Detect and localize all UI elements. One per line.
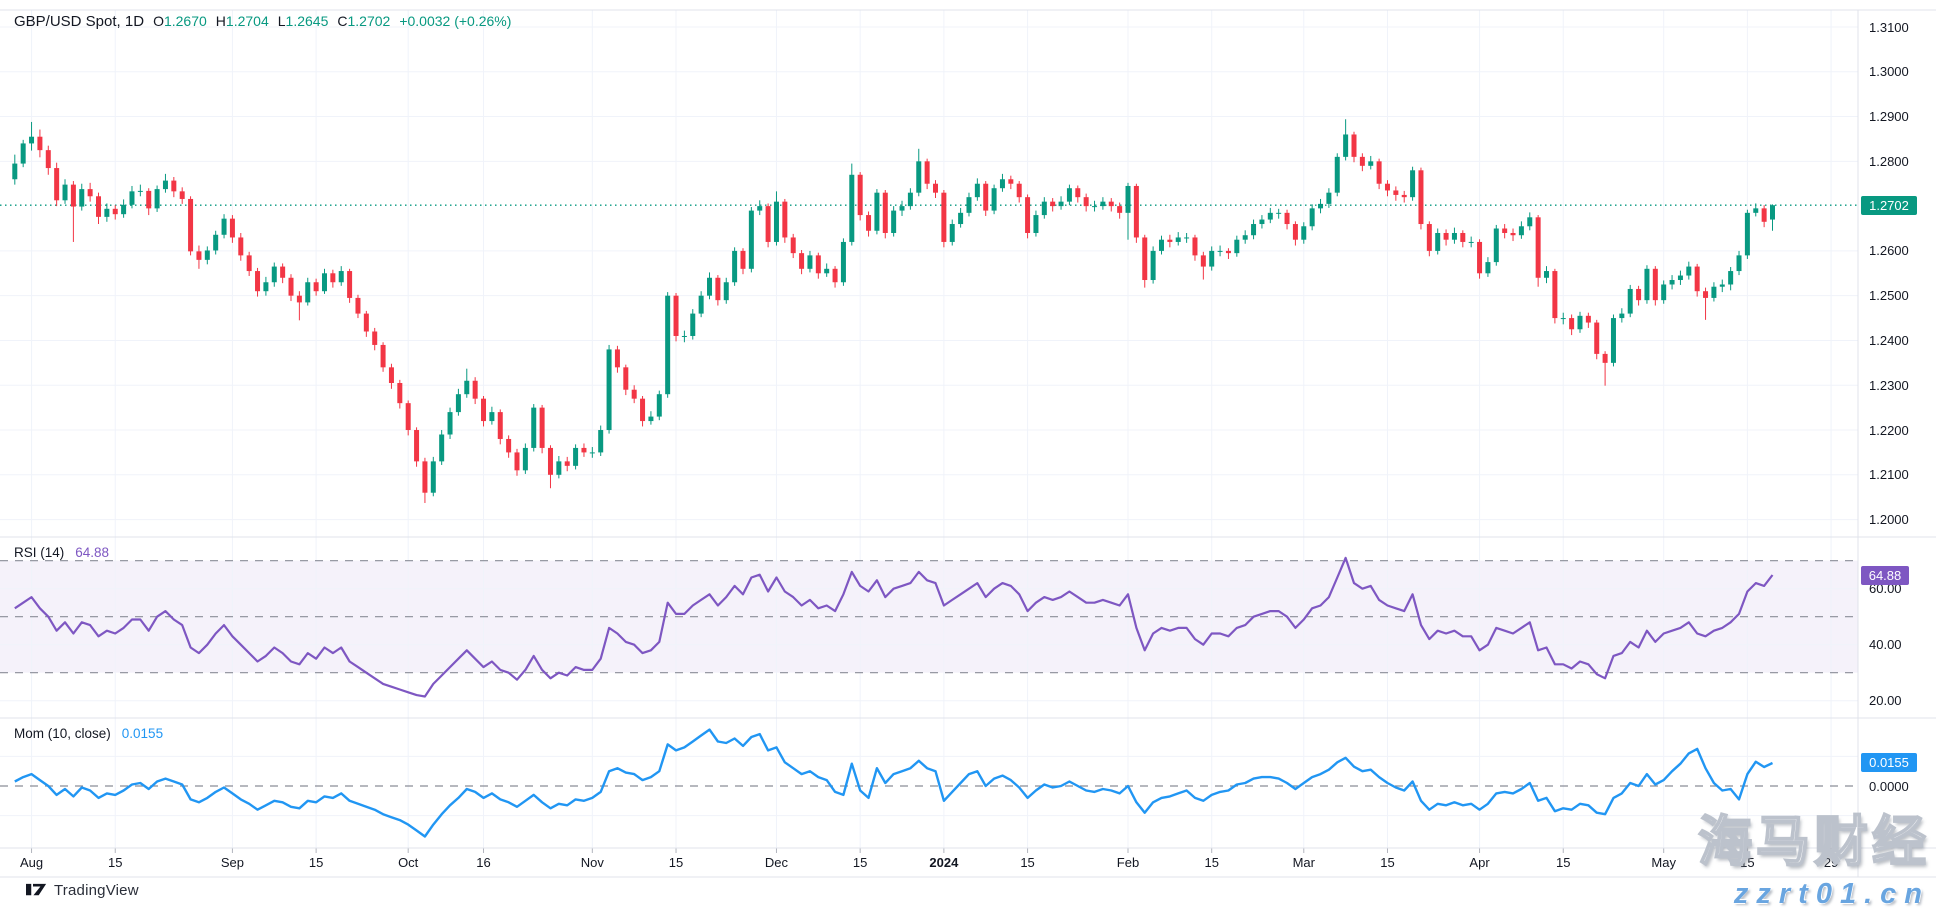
- candles-layer: [12, 119, 1775, 504]
- tradingview-logo-icon: [26, 883, 47, 896]
- rsi-tick-label: 20.00: [1869, 693, 1902, 709]
- open-value: 1.2670: [163, 13, 207, 29]
- time-tick-label: 16: [476, 855, 491, 870]
- time-tick-label: 15: [1556, 855, 1571, 870]
- time-tick-label: 15: [1380, 855, 1395, 870]
- price-tick-label: 1.2600: [1869, 243, 1909, 259]
- rsi-tick-label: 40.00: [1869, 637, 1902, 653]
- time-tick-label: 15: [1204, 855, 1219, 870]
- vertical-gridlines: [31, 10, 1832, 848]
- low-value: 1.2645: [285, 13, 329, 29]
- mom-line: [14, 728, 1774, 838]
- price-tick-label: 1.3000: [1869, 64, 1909, 80]
- time-tick-label: 2024: [929, 855, 959, 870]
- time-tick-label: Apr: [1469, 855, 1490, 870]
- mom-tick-label: 0.0000: [1869, 778, 1909, 794]
- rsi-value-label: 64.88: [1861, 565, 1909, 585]
- rsi-tick-label: 60.00: [1869, 581, 1902, 597]
- open-label: O: [153, 13, 164, 29]
- time-tick-label: Sep: [220, 855, 244, 870]
- time-tick-label: 15: [668, 855, 684, 870]
- time-axis-ticks: [31, 848, 1832, 853]
- tradingview-logo[interactable]: TradingView: [26, 880, 139, 900]
- time-tick-label: Oct: [398, 855, 419, 870]
- price-tick-label: 1.2900: [1869, 109, 1909, 125]
- rsi-line: [14, 556, 1774, 698]
- time-tick-label: Feb: [1116, 855, 1140, 870]
- mom-legend: Mom (10, close) 0.0155: [14, 726, 163, 741]
- time-tick-label: 15: [308, 855, 324, 870]
- time-tick-label: Mar: [1292, 855, 1315, 870]
- high-label: H: [215, 13, 226, 29]
- rsi-legend: RSI (14) 64.88: [14, 545, 109, 560]
- time-tick-label: 15: [1020, 855, 1035, 870]
- tradingview-brand-text: TradingView: [54, 881, 139, 899]
- change-value: +0.0032 (+0.26%): [399, 13, 512, 29]
- last-price-label: 1.2702: [1861, 195, 1917, 215]
- price-tick-label: 1.2200: [1869, 422, 1909, 438]
- pane-borders: [0, 9, 1936, 878]
- mom-value: 0.0155: [121, 726, 164, 741]
- mom-value-label: 0.0155: [1861, 753, 1917, 773]
- price-tick-label: 1.2100: [1869, 467, 1909, 483]
- close-value: 1.2702: [347, 13, 391, 29]
- price-tick-label: 1.2300: [1869, 377, 1909, 393]
- rsi-title: RSI (14): [14, 545, 65, 560]
- time-tick-label: Dec: [764, 855, 789, 870]
- time-tick-label: Nov: [580, 855, 604, 870]
- price-tick-label: 1.2400: [1869, 332, 1909, 348]
- rsi-value: 64.88: [75, 545, 110, 560]
- symbol-title: GBP/USD Spot, 1D: [14, 13, 145, 30]
- price-tick-label: 1.3100: [1869, 19, 1909, 35]
- price-tick-label: 1.2000: [1869, 512, 1909, 528]
- time-tick-label: 15: [1740, 855, 1755, 870]
- horizontal-gridlines: [0, 26, 1858, 817]
- price-tick-label: 1.2500: [1869, 288, 1909, 304]
- time-tick-label: Aug: [19, 855, 44, 870]
- ohlc-legend: GBP/USD Spot, 1D O1.2670 H1.2704 L1.2645…: [14, 13, 511, 30]
- mom-title: Mom (10, close): [14, 726, 111, 741]
- time-tick-label: 15: [108, 855, 123, 870]
- high-value: 1.2704: [225, 13, 269, 29]
- dashed-levels: [0, 560, 1858, 787]
- price-tick-label: 1.2800: [1869, 153, 1909, 169]
- close-label: C: [337, 13, 348, 29]
- time-tick-label: May: [1651, 855, 1676, 870]
- time-tick-label: 15: [852, 855, 868, 870]
- low-label: L: [277, 13, 286, 29]
- time-tick-label: 29: [1823, 855, 1839, 870]
